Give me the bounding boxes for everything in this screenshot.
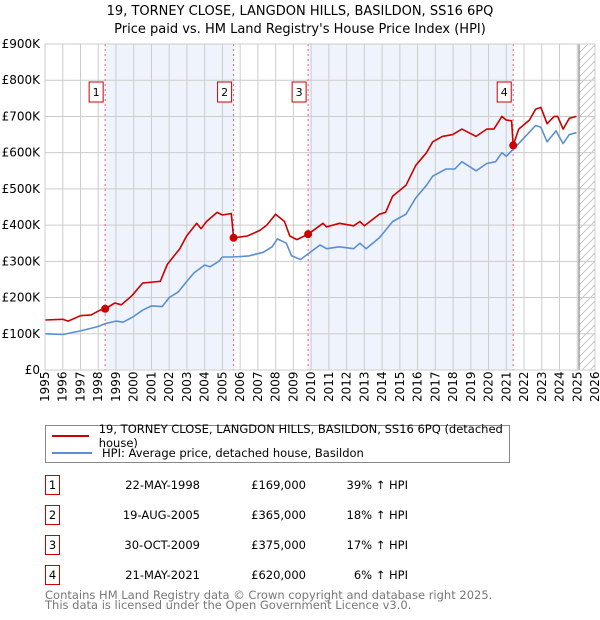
legend-label-property: 19, TORNEY CLOSE, LANGDON HILLS, BASILDO…	[98, 422, 503, 450]
x-tick-label: 2025	[570, 371, 584, 402]
x-tick-label: 2004	[198, 371, 212, 402]
sale-date: 19-AUG-2005	[122, 508, 200, 522]
sale-price: £365,000	[251, 508, 306, 522]
sale-point	[509, 141, 518, 150]
sale-label-box	[217, 81, 233, 103]
sale-marker: 4	[45, 565, 60, 585]
x-tick-label: 1999	[109, 371, 123, 402]
sale-hpi-diff: 39% ↑ HPI	[346, 478, 408, 492]
sale-label-box	[496, 81, 512, 103]
x-tick-label: 2002	[162, 371, 176, 402]
x-tick-label: 2011	[322, 371, 336, 402]
sale-price: £375,000	[251, 538, 306, 552]
y-tick-label: £200K	[2, 291, 42, 305]
y-tick-label: £800K	[2, 73, 42, 87]
sale-price: £169,000	[251, 478, 306, 492]
sale-hpi-diff: 17% ↑ HPI	[346, 538, 408, 552]
y-tick-label: £900K	[2, 37, 42, 51]
x-tick-label: 2007	[251, 371, 265, 402]
x-tick-label: 1995	[38, 371, 52, 402]
x-tick-label: 2018	[446, 371, 460, 402]
sale-row: 3 30-OCT-2009 £375,000 17% ↑ HPI	[45, 535, 465, 555]
x-tick-label: 2008	[269, 371, 283, 402]
x-tick-label: 2012	[340, 371, 354, 402]
x-tick-label: 2014	[375, 371, 389, 402]
x-tick-label: 2001	[144, 371, 158, 402]
sale-price: £620,000	[251, 568, 306, 582]
x-tick-label: 2026	[588, 371, 600, 402]
sale-label-box	[291, 81, 307, 103]
sale-label-number: 4	[501, 86, 508, 99]
x-tick-label: 2003	[180, 371, 194, 402]
x-tick-label: 1996	[56, 371, 70, 402]
sale-point	[304, 230, 313, 239]
legend-item-property: 19, TORNEY CLOSE, LANGDON HILLS, BASILDO…	[52, 422, 509, 450]
legend-label-hpi: HPI: Average price, detached house, Basi…	[102, 446, 364, 460]
sale-marker: 2	[45, 505, 60, 525]
y-tick-label: £100K	[2, 327, 42, 341]
x-tick-label: 2016	[411, 371, 425, 402]
x-tick-label: 1997	[73, 371, 87, 402]
footer-copyright: Contains HM Land Registry data © Crown c…	[45, 588, 493, 602]
x-tick-label: 2022	[517, 371, 531, 402]
x-tick-label: 2017	[428, 371, 442, 402]
y-tick-label: £0	[25, 363, 40, 377]
x-tick-label: 2005	[215, 371, 229, 402]
x-tick-label: 2010	[304, 371, 318, 402]
footer: Contains HM Land Registry data © Crown c…	[45, 588, 493, 612]
sale-point	[101, 304, 110, 313]
x-tick-label: 2009	[286, 371, 300, 402]
y-tick-label: £400K	[2, 218, 42, 232]
sale-label-number: 1	[93, 86, 100, 99]
x-tick-label: 2023	[535, 371, 549, 402]
x-tick-label: 2020	[482, 371, 496, 402]
forecast-hatch	[579, 44, 595, 370]
x-tick-label: 2021	[499, 371, 513, 402]
title-line-1: 19, TORNEY CLOSE, LANGDON HILLS, BASILDO…	[106, 4, 494, 19]
x-tick-label: 2013	[357, 371, 371, 402]
hpi-line	[44, 124, 577, 336]
x-tick-label: 2019	[464, 371, 478, 402]
sale-label-box	[88, 81, 104, 103]
sale-label-number: 2	[221, 86, 228, 99]
x-tick-label: 2015	[393, 371, 407, 402]
y-tick-label: £700K	[2, 109, 42, 123]
sale-label-number: 3	[296, 86, 303, 99]
footer-licence: This data is licensed under the Open Gov…	[45, 598, 412, 612]
x-tick-label: 2000	[127, 371, 141, 402]
sale-date: 21-MAY-2021	[125, 568, 200, 582]
title-line-2: Price paid vs. HM Land Registry's House …	[114, 22, 486, 37]
y-tick-label: £600K	[2, 146, 42, 160]
sale-date: 22-MAY-1998	[125, 478, 200, 492]
property-price-line	[44, 106, 577, 322]
sale-row: 2 19-AUG-2005 £365,000 18% ↑ HPI	[45, 505, 465, 525]
legend: 19, TORNEY CLOSE, LANGDON HILLS, BASILDO…	[45, 422, 510, 463]
x-tick-label: 2006	[233, 371, 247, 402]
legend-item-hpi: HPI: Average price, detached house, Basi…	[52, 445, 364, 461]
x-tick-label: 1998	[91, 371, 105, 402]
sale-date: 30-OCT-2009	[124, 538, 200, 552]
plot-border	[44, 43, 596, 371]
sale-hpi-diff: 18% ↑ HPI	[346, 508, 408, 522]
sale-marker: 3	[45, 535, 60, 555]
price-chart: £0 £100K £200K £300K £400K £500K £600K £700K £80…	[2, 37, 600, 402]
sale-row: 1 22-MAY-1998 £169,000 39% ↑ HPI	[45, 475, 465, 495]
sale-hpi-diff: 6% ↑ HPI	[353, 568, 408, 582]
sale-row: 4 21-MAY-2021 £620,000 6% ↑ HPI	[45, 565, 465, 585]
legend-swatch-hpi	[52, 452, 92, 454]
sale-point	[229, 233, 238, 242]
y-tick-label: £500K	[2, 182, 42, 196]
chart-title: 19, TORNEY CLOSE, LANGDON HILLS, BASILDO…	[0, 3, 600, 39]
y-tick-label: £300K	[2, 254, 42, 268]
sale-marker: 1	[45, 475, 60, 495]
x-tick-label: 2024	[553, 371, 567, 402]
legend-swatch-property	[52, 435, 89, 437]
